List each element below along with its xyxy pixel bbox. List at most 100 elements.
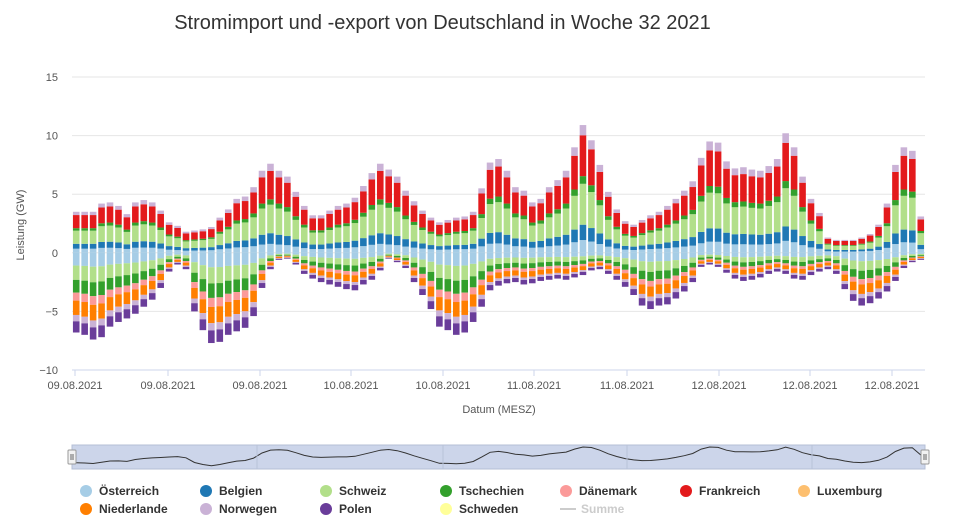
bar-segment[interactable] [833,245,840,246]
bar-segment[interactable] [72,228,80,231]
bar-segment[interactable] [841,270,849,275]
bar-segment[interactable] [174,258,181,260]
bar-segment[interactable] [402,264,409,266]
bar-segment[interactable] [250,246,257,253]
bar-segment[interactable] [284,211,291,237]
bar-segment[interactable] [343,247,350,253]
bar-segment[interactable] [833,252,840,257]
bar-segment[interactable] [554,180,561,186]
bar-segment[interactable] [495,202,502,233]
bar-segment[interactable] [89,266,97,283]
bar-segment[interactable] [824,249,832,252]
bar-segment[interactable] [258,252,266,259]
bar-segment[interactable] [655,293,663,299]
bar-segment[interactable] [647,261,654,272]
bar-segment[interactable] [689,262,697,268]
bar-segment[interactable] [334,269,342,274]
bar-segment[interactable] [672,260,680,269]
bar-segment[interactable] [334,252,342,259]
bar-segment[interactable] [233,292,240,300]
bar-segment[interactable] [267,170,274,200]
bar-segment[interactable] [132,222,139,226]
bar-segment[interactable] [773,159,781,167]
bar-segment[interactable] [731,202,739,208]
bar-segment[interactable] [630,252,637,260]
bar-segment[interactable] [199,238,207,241]
bar-segment[interactable] [208,323,215,331]
bar-segment[interactable] [520,257,528,264]
bar-segment[interactable] [419,273,426,279]
bar-segment[interactable] [267,265,274,267]
bar-segment[interactable] [334,242,342,249]
bar-segment[interactable] [689,278,697,283]
bar-segment[interactable] [317,262,325,268]
bar-segment[interactable] [849,240,857,246]
bar-segment[interactable] [267,199,274,205]
bar-segment[interactable] [638,219,646,223]
legend-item[interactable]: Luxemburg [798,484,882,498]
bar-segment[interactable] [309,274,316,279]
bar-segment[interactable] [689,245,697,253]
bar-segment[interactable] [647,301,654,310]
bar-segment[interactable] [537,269,545,275]
bar-segment[interactable] [495,252,502,259]
bar-segment[interactable] [528,206,536,223]
bar-segment[interactable] [368,252,376,258]
bar-segment[interactable] [782,259,789,264]
bar-segment[interactable] [562,261,570,267]
bar-segment[interactable] [731,268,739,273]
bar-segment[interactable] [300,259,308,264]
bar-segment[interactable] [148,293,156,300]
bar-segment[interactable] [528,222,536,226]
bar-segment[interactable] [444,279,452,292]
bar-segment[interactable] [478,252,485,262]
bar-segment[interactable] [317,232,325,245]
bar-segment[interactable] [697,195,705,202]
bar-segment[interactable] [723,262,730,265]
bar-segment[interactable] [740,233,747,245]
bar-segment[interactable] [858,243,865,245]
bar-segment[interactable] [849,251,857,253]
bar-segment[interactable] [182,231,190,234]
bar-segment[interactable] [292,252,300,255]
bar-segment[interactable] [689,257,697,263]
bar-segment[interactable] [588,255,595,259]
bar-segment[interactable] [351,258,359,266]
bar-segment[interactable] [697,252,705,256]
legend-item[interactable]: Schweden [440,502,518,516]
bar-segment[interactable] [875,288,882,293]
bar-segment[interactable] [900,155,908,190]
bar-segment[interactable] [402,195,409,216]
bar-segment[interactable] [157,248,164,253]
bar-segment[interactable] [250,217,257,239]
bar-segment[interactable] [757,203,764,209]
bar-segment[interactable] [148,225,156,242]
bar-segment[interactable] [773,243,781,253]
bar-segment[interactable] [866,234,874,236]
bar-segment[interactable] [275,256,283,258]
bar-segment[interactable] [478,299,485,307]
bar-segment[interactable] [241,311,249,318]
bar-segment[interactable] [824,251,832,253]
bar-segment[interactable] [132,262,139,274]
bar-segment[interactable] [123,292,131,304]
bar-segment[interactable] [469,287,477,295]
bar-segment[interactable] [866,241,874,243]
bar-segment[interactable] [461,244,469,250]
bar-segment[interactable] [647,232,654,245]
bar-segment[interactable] [148,289,156,294]
bar-segment[interactable] [799,275,806,280]
bar-segment[interactable] [326,268,333,272]
bar-segment[interactable] [98,266,105,282]
bar-segment[interactable] [385,253,392,255]
bar-segment[interactable] [613,257,621,262]
bar-segment[interactable] [461,233,469,245]
bar-segment[interactable] [208,252,215,268]
bar-segment[interactable] [495,243,502,253]
bar-segment[interactable] [849,249,857,252]
bar-segment[interactable] [393,236,401,246]
bar-segment[interactable] [174,254,181,257]
bar-segment[interactable] [385,207,392,235]
bar-segment[interactable] [579,266,587,271]
bar-segment[interactable] [866,278,874,284]
